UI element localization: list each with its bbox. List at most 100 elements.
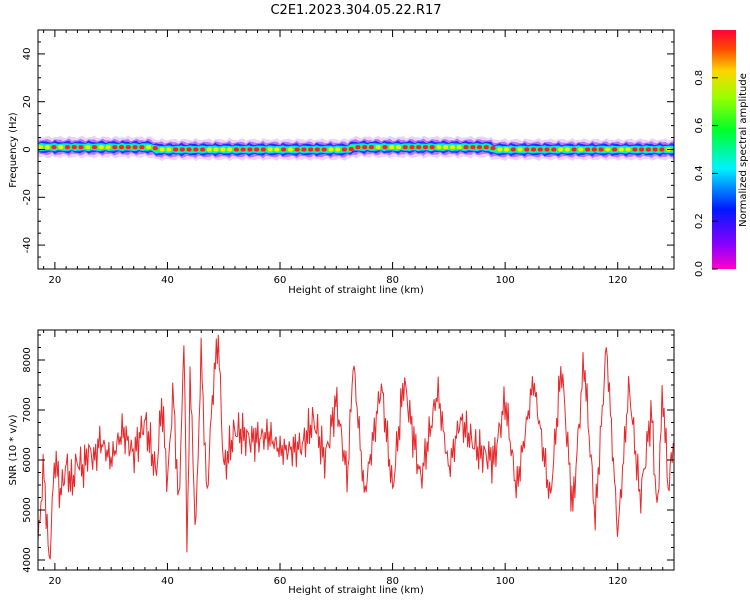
ridge-core-segment [247,147,253,152]
ridge-core-segment [402,145,408,150]
ridge-core-segment [105,145,111,150]
x-tick-label: 20 [49,576,62,587]
ridge-core-segment [152,146,158,151]
ridge-core-segment [159,147,165,152]
y-tick-label: 40 [22,48,33,61]
ridge-core-segment [44,145,50,150]
ridge-core-segment [382,145,388,150]
ridge-core-segment [112,145,118,150]
ridge-core-segment [173,147,179,152]
ridge-core-segment [65,145,70,150]
ridge-core-segment [301,147,307,152]
ridge-core-segment [450,145,455,150]
ridge-core-segment [179,147,185,152]
ridge-core-segment [368,145,374,150]
ridge-core-segment [510,147,516,152]
y-tick-label: 0 [22,146,33,152]
ridge-core-segment [470,145,476,150]
ridge-core-segment [321,147,327,152]
y-tick-label: 20 [22,95,33,108]
ridge-core-segment [166,147,172,152]
ridge-core-segment [267,147,273,152]
ridge-core-segment [429,145,435,150]
ridge-core-segment [564,147,570,152]
x-tick-label: 40 [161,275,174,286]
colorbar-tick-label: 0.2 [694,213,705,229]
ridge-core-segment [598,147,604,152]
colorbar-tick-label: 0.4 [694,165,705,181]
snr-series-line [38,334,674,560]
ridge-core-segment [537,147,543,152]
ridge-core-segment [544,147,550,152]
ridge-core-segment [233,147,239,152]
ridge-core-segment [517,147,523,152]
ridge-core-segment [558,147,564,152]
ridge-core-segment [551,147,557,152]
ridge-core-segment [639,147,645,152]
spectrogram-ylabel: Frequency (Hz) [8,112,19,188]
colorbar-label: Normalized spectral amplitude [738,73,749,227]
ridge-core-segment [281,147,287,152]
ridge-core-segment [348,147,354,151]
colorbar-ticks: 0.0 0.2 0.4 0.6 0.8 [694,70,718,277]
ridge-core-segment [206,147,212,152]
ridge-core-segment [119,145,124,150]
ridge-core-segment [274,147,280,152]
x-tick-label: 40 [161,576,174,587]
ridge-core-segment [409,145,415,150]
ridge-core-segment [328,147,334,152]
ridge-core-segment [632,147,638,152]
ridge-core-segment [605,147,611,152]
ridge-core-segment [139,145,145,150]
ridge-core-segment [146,145,152,150]
y-tick-label: 4000 [22,547,33,572]
ridge-core-segment [443,145,449,150]
colorbar-tick-label: 0.8 [694,70,705,86]
x-tick-label: 120 [608,576,627,587]
ridge-core-segment [389,145,395,150]
ridge-core-segment [58,145,64,150]
ridge-core-segment [524,147,530,152]
ridge-core-segment [314,147,320,152]
ridge-core-segment [591,147,597,152]
ridge-core-segment [335,147,341,152]
ridge-core-segment [645,147,651,152]
y-tick-label: 7000 [22,397,33,422]
snr-ticks: 20 40 60 80 100 120 4000 5000 6000 7000 8000 [22,330,675,587]
ridge-core-segment [186,147,192,152]
x-tick-label: 20 [49,275,62,286]
colorbar-gradient [712,30,736,269]
ridge-core-segment [416,145,422,150]
ridge-core-segment [85,145,91,150]
ridge-core-segment [287,147,293,152]
colorbar-tick-label: 0.0 [694,261,705,277]
ridge-core-segment [240,147,246,152]
ridge-core-segment [571,147,577,152]
spectrogram-ridge [38,135,674,162]
ridge-core-segment [463,145,469,150]
ridge-core-segment [38,145,43,150]
ridge-core-segment [200,147,206,152]
colorbar-tick-label: 0.6 [694,118,705,134]
ridge-core-segment [227,147,233,152]
spectrogram-ticks: 20 40 60 80 100 120 -40 -20 0 20 40 [22,29,675,286]
spectrogram-xlabel: Height of straight line (km) [288,285,424,296]
x-tick-label: 100 [496,275,515,286]
ridge-core-segment [436,145,442,150]
ridge-core-segment [132,145,138,150]
snr-xlabel: Height of straight line (km) [288,585,424,596]
ridge-core-segment [51,145,57,150]
ridge-core-segment [254,147,260,152]
colorbar: 0.0 0.2 0.4 0.6 0.8 Normalized spectral ampl… [694,30,749,277]
ridge-core-segment [375,145,381,150]
ridge-core-segment [531,147,536,152]
ridge-core-segment [341,147,347,152]
ridge-core-segment [625,147,631,152]
x-tick-label: 80 [386,576,399,587]
ridge-core-segment [490,146,496,151]
snr-panel: 20 40 60 80 100 120 4000 5000 6000 7000 8000 Heigh… [8,329,675,596]
ridge-core-segment [213,147,219,152]
ridge-core-segment [355,145,361,150]
ridge-core-segment [578,147,584,152]
ridge-core-segment [260,147,266,152]
